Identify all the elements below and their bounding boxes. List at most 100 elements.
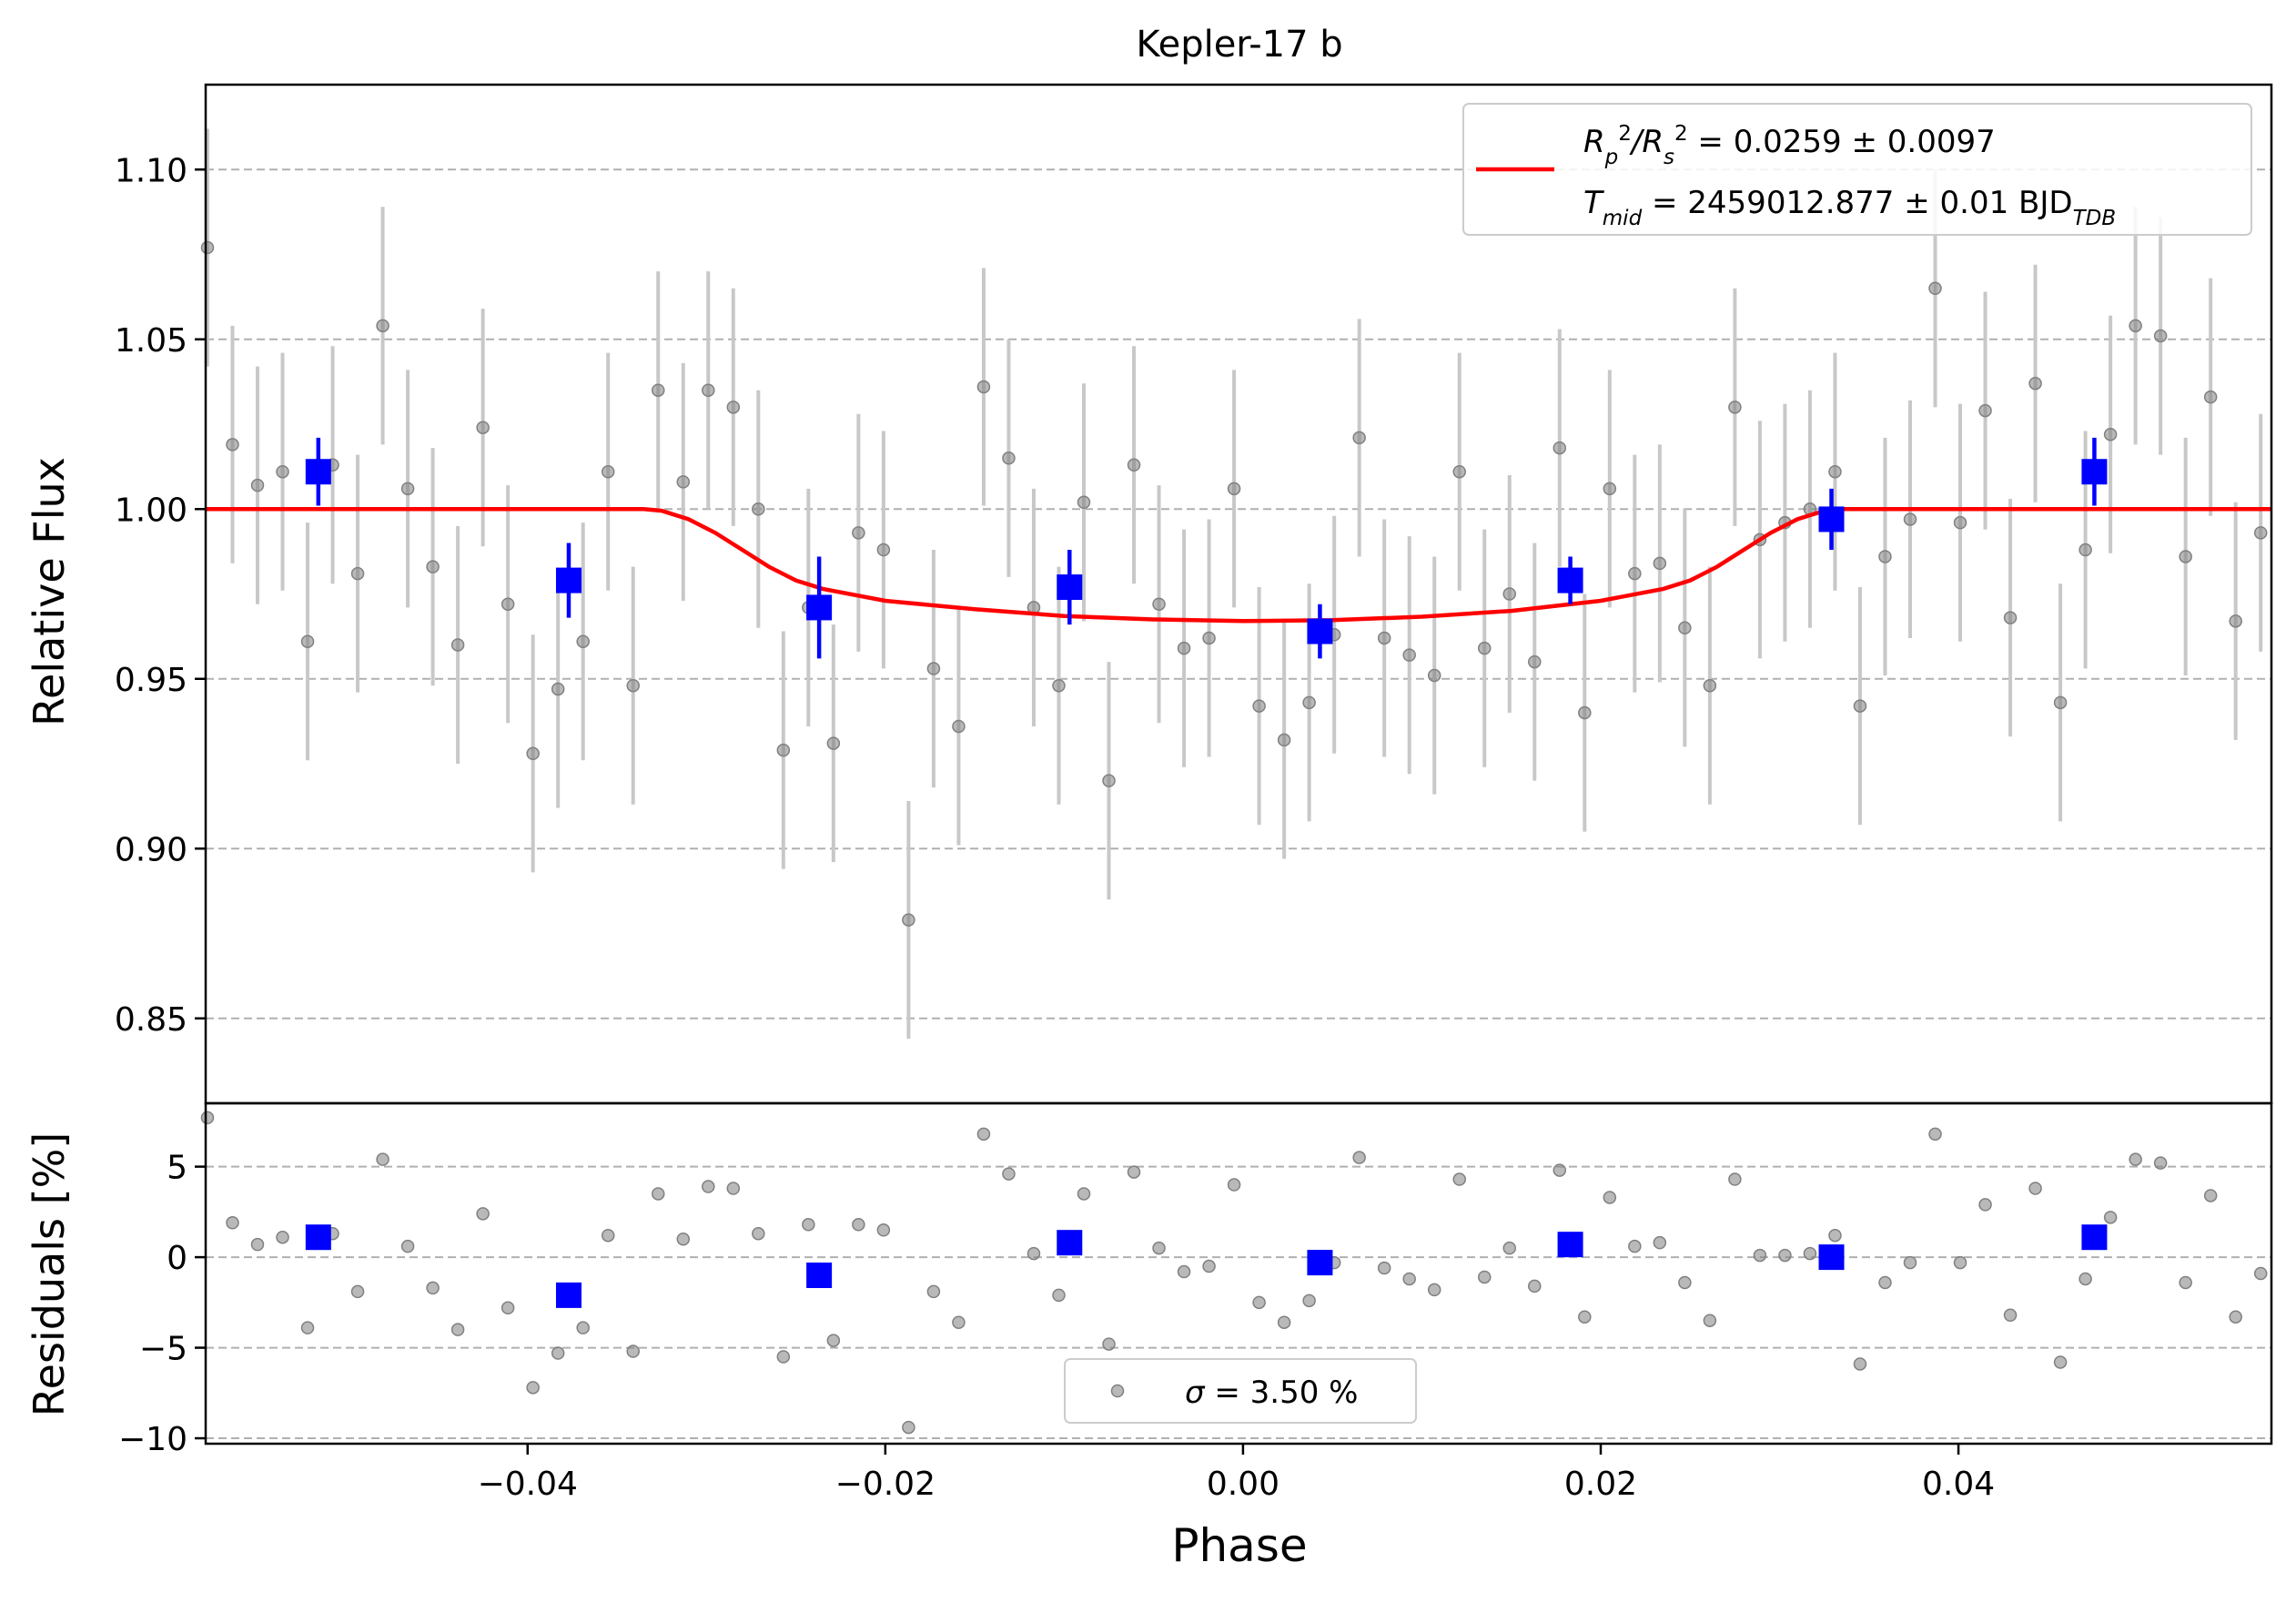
flux-binned-point: [1818, 506, 1845, 533]
x-tick-label: 0.04: [1922, 1466, 1995, 1503]
residual-point: [1302, 1294, 1316, 1308]
flux-point: [826, 736, 841, 750]
flux-point: [450, 638, 465, 652]
residuals-y-tick-label: −10: [118, 1421, 187, 1458]
flux-point: [676, 475, 691, 489]
flux-point: [1077, 495, 1091, 510]
residual-point: [1352, 1151, 1366, 1164]
residuals-y-tick-label: 0: [167, 1240, 187, 1277]
flux-legend-depth: Rp2/Rs2 = 0.0259 ± 0.0097: [1583, 122, 1996, 169]
residual-point: [450, 1323, 465, 1336]
residual-point: [601, 1228, 615, 1243]
flux-point: [1277, 733, 1291, 747]
flux-point: [1678, 621, 1692, 635]
flux-point: [526, 746, 540, 761]
residual-point: [651, 1187, 665, 1201]
flux-point: [1653, 556, 1667, 571]
residual-point: [1678, 1275, 1692, 1290]
residual-point: [776, 1350, 791, 1364]
residual-binned-point: [555, 1282, 582, 1308]
residual-point: [1778, 1248, 1792, 1263]
residual-point: [1102, 1337, 1116, 1351]
flux-point: [1828, 464, 1842, 479]
flux-point: [276, 464, 289, 479]
flux-point: [476, 421, 490, 434]
flux-point: [976, 380, 991, 394]
flux-point: [1252, 699, 1266, 713]
flux-point: [1853, 699, 1867, 713]
residuals-y-axis-label: Residuals [%]: [25, 1132, 74, 1416]
residual-point: [476, 1207, 490, 1221]
residual-point: [1828, 1228, 1842, 1243]
residual-point: [501, 1301, 515, 1315]
flux-point: [1127, 458, 1141, 472]
flux-point: [400, 482, 415, 496]
flux-point: [1377, 631, 1391, 645]
flux-point: [1928, 281, 1942, 296]
residual-point: [200, 1111, 215, 1125]
flux-point: [1402, 648, 1416, 662]
flux-point: [752, 502, 765, 516]
residual-point: [1703, 1314, 1717, 1327]
residual-point: [676, 1232, 691, 1246]
flux-point: [1878, 550, 1892, 563]
flux-point: [1202, 631, 1216, 645]
residual-point: [1803, 1246, 1817, 1261]
residual-point: [802, 1218, 815, 1232]
flux-point: [1452, 464, 1466, 479]
residual-binned-point: [806, 1262, 833, 1288]
residual-point: [2153, 1156, 2168, 1170]
residual-point: [2028, 1182, 2042, 1195]
residual-binned-point: [305, 1224, 331, 1251]
flux-point: [551, 682, 565, 696]
x-tick-label: −0.02: [835, 1466, 936, 1503]
residual-point: [1978, 1198, 1992, 1212]
residual-point: [1878, 1275, 1892, 1290]
flux-point: [1553, 441, 1567, 455]
flux-point: [1978, 403, 1992, 418]
residual-point: [1252, 1295, 1266, 1310]
residual-point: [826, 1334, 841, 1347]
flux-point: [876, 543, 891, 557]
residuals-grid: [206, 1165, 2271, 1440]
flux-point: [1903, 512, 1917, 526]
residuals-points: [200, 1111, 2268, 1435]
flux-point: [1052, 678, 1066, 693]
x-tick-label: 0.00: [1207, 1466, 1279, 1503]
residual-point: [2179, 1275, 2192, 1290]
transit-model-line: [206, 507, 2271, 624]
flux-y-tick-label: 1.05: [115, 322, 187, 360]
flux-point: [626, 678, 640, 693]
flux-point: [226, 438, 239, 451]
flux-point: [852, 526, 865, 540]
residual-point: [1277, 1315, 1291, 1329]
flux-point: [350, 566, 365, 581]
residuals-y-ticks: −10 −5 0 5: [118, 1150, 206, 1458]
residual-point: [952, 1315, 966, 1329]
residual-point: [1628, 1239, 1642, 1253]
x-tick-label: 0.02: [1564, 1466, 1637, 1503]
flux-point: [1502, 587, 1517, 601]
flux-point: [250, 478, 265, 492]
flux-point: [2028, 376, 2042, 391]
residual-binned-point: [1307, 1250, 1333, 1276]
residual-point: [1578, 1310, 1592, 1324]
residual-point: [1528, 1279, 1542, 1294]
flux-point: [200, 240, 215, 255]
flux-point: [2129, 319, 2142, 333]
residual-point: [1753, 1248, 1767, 1263]
residual-point: [2103, 1211, 2118, 1224]
x-tick-label: −0.04: [478, 1466, 578, 1503]
flux-legend-box: [1462, 103, 2252, 236]
residual-point: [300, 1321, 315, 1334]
residual-point: [1177, 1264, 1191, 1279]
residuals-legend-box: [1064, 1358, 1417, 1424]
residual-point: [726, 1182, 741, 1195]
residual-point: [1027, 1246, 1041, 1261]
flux-binned-points: [305, 437, 2108, 659]
residual-point: [2003, 1308, 2018, 1323]
flux-y-tick-label: 0.90: [115, 831, 187, 868]
flux-point: [1528, 654, 1542, 669]
flux-point: [2153, 329, 2168, 343]
residual-point: [1427, 1283, 1441, 1297]
